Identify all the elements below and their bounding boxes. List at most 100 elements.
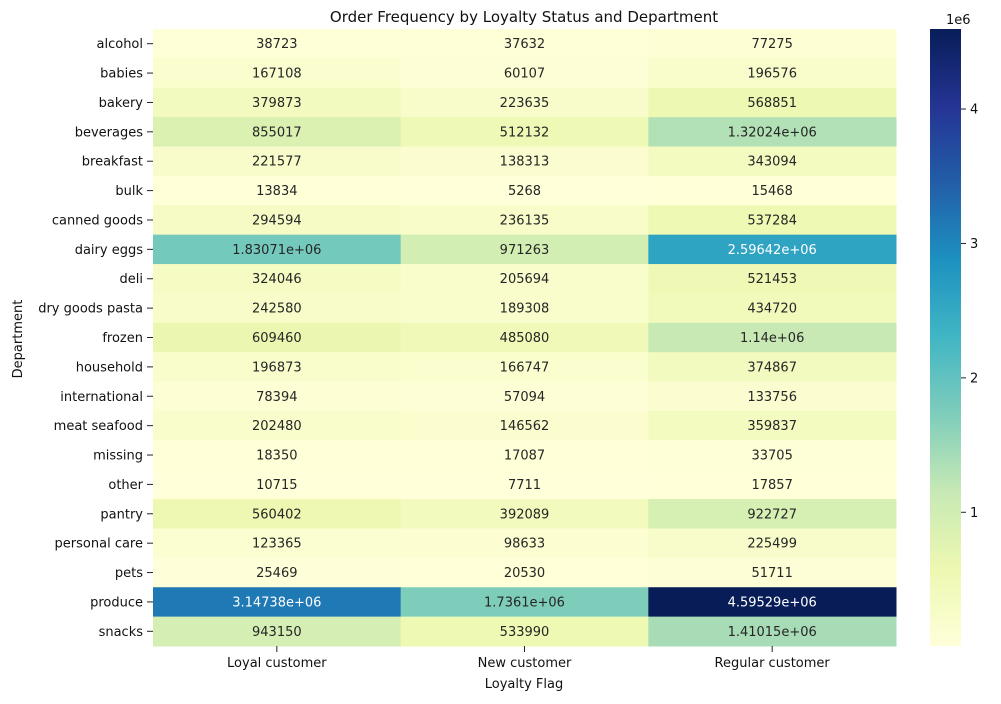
- y-tick-label: international: [60, 390, 143, 405]
- cell-value-label: 359837: [747, 419, 797, 434]
- heatmap-cell: [400, 322, 649, 353]
- chart-title: Order Frequency by Loyalty Status and De…: [330, 8, 718, 26]
- cell-value-label: 146562: [500, 419, 550, 434]
- cell-value-label: 1.41015e+06: [728, 625, 817, 640]
- heatmap-cell: [153, 440, 402, 471]
- cell-value-label: 17857: [751, 478, 792, 493]
- cell-value-label: 167108: [252, 67, 302, 82]
- cell-value-label: 78394: [256, 390, 297, 405]
- cell-value-label: 609460: [252, 331, 302, 346]
- colorbar-tick-label: 4: [970, 103, 978, 118]
- heatmap-cell: [153, 528, 402, 559]
- heatmap-cell: [400, 499, 649, 529]
- heatmap-cell: [648, 528, 897, 559]
- colorbar-tick-label: 2: [970, 371, 978, 386]
- cell-value-label: 943150: [252, 625, 302, 640]
- cell-value-label: 57094: [504, 390, 545, 405]
- cell-value-label: 374867: [747, 360, 797, 375]
- y-tick-label: meat seafood: [54, 419, 143, 434]
- heatmap-cell: [153, 381, 402, 412]
- y-tick-label: canned goods: [52, 213, 143, 228]
- cell-value-label: 392089: [500, 507, 550, 522]
- colorbar-tick-label: 1: [970, 506, 978, 521]
- cell-value-label: 166747: [500, 360, 550, 375]
- heatmap-cell: [153, 205, 402, 236]
- cell-value-label: 560402: [252, 507, 302, 522]
- x-axis-label: Loyalty Flag: [485, 677, 563, 692]
- colorbar-multiplier-label: 1e6: [946, 13, 971, 28]
- cell-value-label: 189308: [500, 302, 550, 317]
- heatmap-cell: [400, 29, 649, 59]
- heatmap-cell: [648, 322, 897, 353]
- heatmap-cell: [648, 146, 897, 177]
- cell-value-label: 2.59642e+06: [728, 243, 817, 258]
- heatmap-cell: [153, 29, 402, 59]
- heatmap-cell: [648, 234, 897, 265]
- heatmap-cell: [153, 410, 402, 441]
- cell-value-label: 202480: [252, 419, 302, 434]
- cell-value-label: 855017: [252, 125, 302, 140]
- cell-value-label: 343094: [747, 155, 797, 170]
- heatmap-cell: [400, 205, 649, 236]
- cell-value-label: 922727: [747, 507, 797, 522]
- cell-value-label: 10715: [256, 478, 297, 493]
- heatmap-cells: 38723 37632 77275 167108 60107 196576 379873 22…: [153, 29, 897, 647]
- x-tick-label: Regular customer: [715, 656, 831, 671]
- heatmap-cell: [648, 410, 897, 441]
- heatmap-cell: [400, 410, 649, 441]
- cell-value-label: 294594: [252, 213, 302, 228]
- cell-value-label: 60107: [504, 67, 545, 82]
- x-tick-label: New customer: [478, 656, 572, 671]
- cell-value-label: 242580: [252, 302, 302, 317]
- cell-value-label: 15468: [751, 184, 792, 199]
- cell-value-label: 20530: [504, 566, 545, 581]
- cell-value-label: 38723: [256, 37, 297, 52]
- heatmap-cell: [648, 440, 897, 471]
- heatmap-cell: [153, 117, 402, 148]
- cell-value-label: 537284: [747, 213, 797, 228]
- y-tick-label: pets: [115, 566, 143, 581]
- cell-value-label: 485080: [500, 331, 550, 346]
- heatmap-cell: [648, 87, 897, 118]
- heatmap-cell: [153, 499, 402, 529]
- y-tick-label: frozen: [102, 331, 143, 346]
- y-tick-label: alcohol: [97, 37, 143, 52]
- heatmap-cell: [648, 58, 897, 89]
- cell-value-label: 512132: [500, 125, 550, 140]
- heatmap-cell: [648, 175, 897, 206]
- heatmap-cell: [400, 381, 649, 412]
- heatmap-cell: [400, 616, 649, 647]
- colorbar-gradient: [930, 29, 961, 646]
- heatmap-cell: [648, 469, 897, 500]
- cell-value-label: 37632: [504, 37, 545, 52]
- cell-value-label: 196576: [747, 67, 797, 82]
- y-tick-label: deli: [120, 272, 143, 287]
- y-tick-label: breakfast: [82, 155, 143, 170]
- cell-value-label: 13834: [256, 184, 297, 199]
- cell-value-label: 33705: [751, 449, 792, 464]
- heatmap-cell: [648, 205, 897, 236]
- cell-value-label: 1.14e+06: [740, 331, 804, 346]
- y-tick-labels: alcohol babies bakery beverages breakfast bul…: [38, 37, 153, 640]
- heatmap-cell: [400, 146, 649, 177]
- heatmap-cell: [153, 175, 402, 206]
- heatmap-cell: [153, 587, 402, 618]
- cell-value-label: 568851: [747, 96, 797, 111]
- heatmap-cell: [153, 58, 402, 89]
- heatmap-cell: [400, 58, 649, 89]
- heatmap-cell: [648, 293, 897, 324]
- cell-value-label: 971263: [500, 243, 550, 258]
- cell-value-label: 25469: [256, 566, 297, 581]
- cell-value-label: 324046: [252, 272, 302, 287]
- y-tick-label: babies: [100, 67, 143, 82]
- cell-value-label: 7711: [508, 478, 541, 493]
- y-axis-label: Department: [11, 300, 26, 379]
- y-tick-label: household: [76, 360, 143, 375]
- cell-value-label: 434720: [747, 302, 797, 317]
- cell-value-label: 225499: [747, 537, 797, 552]
- cell-value-label: 223635: [500, 96, 550, 111]
- heatmap-cell: [648, 352, 897, 383]
- heatmap-cell: [400, 293, 649, 324]
- heatmap-cell: [400, 469, 649, 500]
